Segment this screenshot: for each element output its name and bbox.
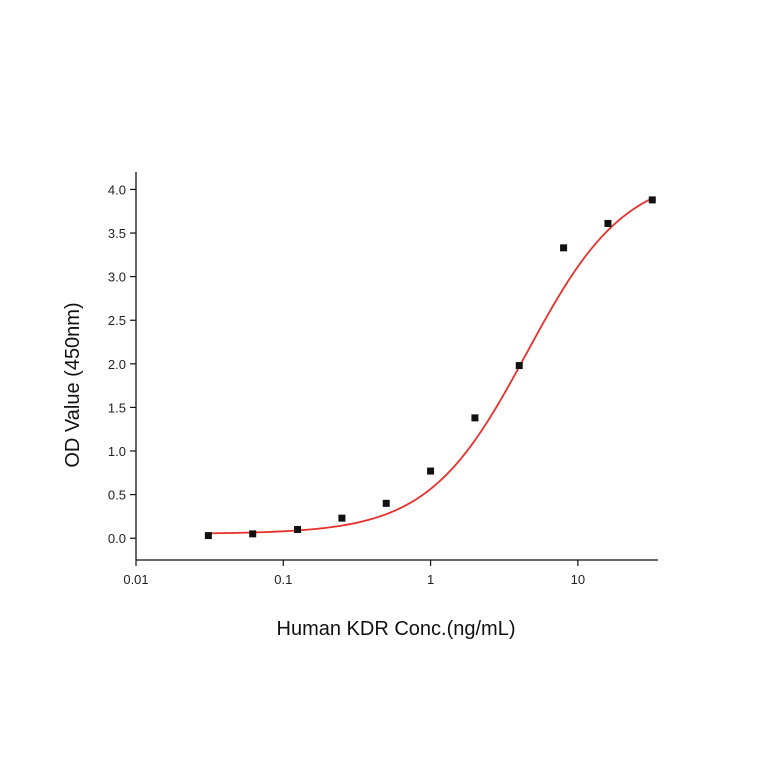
x-tick-label: 0.1 <box>274 572 292 587</box>
x-axis-title: Human KDR Conc.(ng/mL) <box>277 618 516 640</box>
x-tick-label: 10 <box>571 572 585 587</box>
data-point <box>382 499 390 507</box>
data-point <box>560 244 568 252</box>
y-tick-label: 0.5 <box>108 488 126 503</box>
y-tick-label: 2.0 <box>108 357 126 372</box>
data-point <box>427 467 435 475</box>
x-tick-label: 0.01 <box>123 572 148 587</box>
data-point <box>249 530 257 538</box>
data-point <box>604 219 612 227</box>
y-tick-label: 0.0 <box>108 531 126 546</box>
y-tick-label: 3.5 <box>108 226 126 241</box>
data-point <box>338 514 346 522</box>
data-point <box>294 525 302 533</box>
y-tick-label: 1.5 <box>108 400 126 415</box>
y-tick-label: 2.5 <box>108 313 126 328</box>
fit-curve-layer <box>208 197 653 535</box>
y-tick-label: 3.0 <box>108 270 126 285</box>
y-tick-label: 4.0 <box>108 182 126 197</box>
axes: 0.0 0.5 1.0 1.5 2.0 2.5 3.0 3.5 4.0 0.01 0.1 1 10 <box>108 172 658 587</box>
data-point <box>648 196 656 204</box>
y-tick-label: 1.0 <box>108 444 126 459</box>
x-tick-label: 1 <box>427 572 434 587</box>
data-points-layer <box>204 196 656 540</box>
y-axis-title: OD Value (450nm) <box>62 302 84 467</box>
data-point <box>515 362 523 370</box>
data-point <box>471 414 479 422</box>
fit-curve <box>208 197 653 535</box>
data-point <box>204 532 212 540</box>
